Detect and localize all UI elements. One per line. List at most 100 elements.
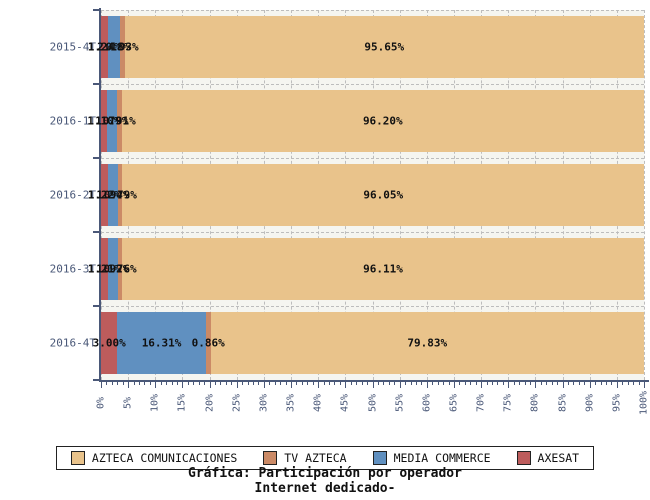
x-tick-label: 20% xyxy=(204,393,216,413)
bar-segment-axesat xyxy=(101,238,108,300)
x-axis-tick xyxy=(122,382,124,385)
bar-segment-media-commerce xyxy=(107,16,120,78)
x-axis-tick xyxy=(155,382,157,388)
bar-segment-media-commerce xyxy=(107,238,118,300)
bar-value-label: 0.91% xyxy=(102,114,136,128)
bar-segment-media-commerce xyxy=(106,90,117,152)
category-label: 2016-1T xyxy=(49,114,96,128)
x-axis-tick xyxy=(497,382,499,385)
legend-swatch-icon xyxy=(263,451,278,465)
category-label: 2015-4T xyxy=(49,40,96,54)
legend-item-media-commerce: MEDIA COMMERCE xyxy=(372,451,491,465)
x-axis-tick xyxy=(513,382,515,385)
legend-item-tv-azteca: TV AZTECA xyxy=(263,451,347,465)
gridline-horizontal xyxy=(101,306,644,307)
bar-segment-azteca-comunicaciones xyxy=(122,164,644,226)
x-axis-tick xyxy=(415,382,417,385)
y-axis-tick xyxy=(93,83,99,85)
x-axis-tick xyxy=(551,382,553,385)
x-axis-tick xyxy=(182,382,184,388)
category-label: 2016-4T xyxy=(49,336,96,350)
x-axis-tick xyxy=(595,382,597,385)
x-axis-tick xyxy=(301,382,303,385)
x-axis-tick xyxy=(421,382,423,385)
bar-value-label: 0.76% xyxy=(103,262,137,276)
x-axis-tick xyxy=(323,382,325,385)
x-axis-tick xyxy=(529,382,531,385)
x-tick-label: 5% xyxy=(122,396,134,410)
x-axis-tick xyxy=(345,382,347,388)
x-axis-tick xyxy=(589,382,591,388)
x-axis-tick xyxy=(247,382,249,385)
x-axis-tick xyxy=(453,382,455,388)
bar-value-label: 2.18% xyxy=(97,40,131,54)
bar-segment-axesat xyxy=(101,164,108,226)
x-axis-tick xyxy=(111,382,113,385)
x-axis-tick xyxy=(236,382,238,388)
x-axis-tick xyxy=(519,382,521,385)
bar-row: 1.21% 1.92% 0.76% 96.11% xyxy=(88,238,644,300)
x-axis-tick xyxy=(377,382,379,385)
bar-value-label: 1.94% xyxy=(96,188,130,202)
x-axis-tick xyxy=(269,382,271,385)
x-tick-label: 40% xyxy=(312,393,324,413)
bar-segment-axesat xyxy=(101,90,107,152)
gridline-horizontal xyxy=(101,232,644,233)
x-axis-tick xyxy=(242,382,244,385)
x-axis-tick xyxy=(502,382,504,385)
x-axis-tick xyxy=(464,382,466,385)
x-axis-tick xyxy=(307,382,309,385)
x-tick-label: 65% xyxy=(448,393,460,413)
bar-value-label: 3.00% xyxy=(92,336,126,350)
bar-segment-tv-azteca xyxy=(116,90,122,152)
x-axis-tick xyxy=(209,382,211,388)
x-tick-label: 80% xyxy=(529,393,541,413)
x-tick-label: 100% xyxy=(638,390,650,416)
legend-box: AZTECA COMUNICACIONES TV AZTECA MEDIA COMM… xyxy=(55,446,595,470)
x-axis-tick xyxy=(611,382,613,385)
x-axis-tick xyxy=(584,382,586,385)
y-axis-line xyxy=(99,8,101,382)
x-axis-tick xyxy=(535,382,537,388)
x-axis-tick xyxy=(139,382,140,385)
legend-label: TV AZTECA xyxy=(284,451,347,465)
x-axis-tick xyxy=(394,382,396,385)
x-axis-tick xyxy=(546,382,548,385)
x-axis-tick xyxy=(187,382,189,385)
x-axis-tick xyxy=(117,382,119,385)
x-tick-label: 90% xyxy=(584,393,596,413)
x-tick-label: 10% xyxy=(149,393,161,413)
x-axis-tick xyxy=(215,382,217,385)
x-axis-tick xyxy=(508,382,510,388)
bar-value-label: 1.92% xyxy=(96,262,130,276)
x-axis-tick xyxy=(329,382,331,385)
x-axis-tick xyxy=(198,382,200,385)
chart-subtitle: Internet dedicado- xyxy=(254,481,396,496)
x-axis-tick xyxy=(605,382,607,385)
gridline-horizontal xyxy=(101,10,644,11)
category-label: 2016-3T xyxy=(49,262,96,276)
bar-value-label: 16.31% xyxy=(141,336,182,350)
gridline-horizontal xyxy=(101,84,644,85)
x-tick-label: 25% xyxy=(231,393,243,413)
x-axis-tick xyxy=(432,382,434,385)
x-tick-label: 30% xyxy=(258,393,270,413)
x-axis-tick xyxy=(633,382,635,385)
x-axis-tick xyxy=(410,382,412,385)
x-axis-tick xyxy=(470,382,472,385)
y-axis-tick xyxy=(93,305,99,307)
x-axis-tick xyxy=(318,382,320,388)
x-axis-tick xyxy=(133,382,135,385)
x-axis-tick xyxy=(644,382,645,388)
bar-segment-azteca-comunicaciones xyxy=(210,312,644,374)
bar-segment-azteca-comunicaciones xyxy=(124,16,644,78)
bar-segment-azteca-comunicaciones xyxy=(121,90,644,152)
x-tick-label: 60% xyxy=(421,393,433,413)
x-axis-tick xyxy=(350,382,352,385)
x-axis-tick xyxy=(263,382,265,388)
x-axis-tick xyxy=(616,382,618,388)
y-axis-tick xyxy=(93,379,99,381)
bar-segment-tv-azteca xyxy=(119,16,125,78)
x-axis-tick xyxy=(291,382,293,388)
x-axis-tick xyxy=(638,382,640,385)
